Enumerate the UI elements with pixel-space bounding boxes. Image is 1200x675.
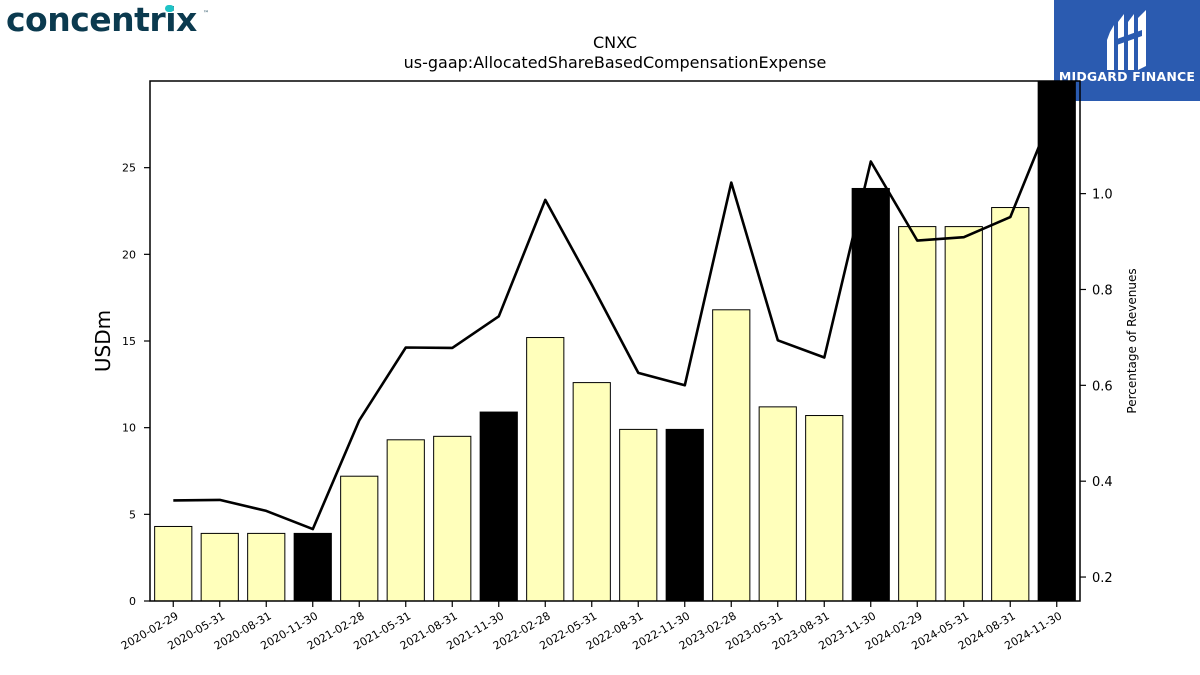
line-group [173, 102, 1059, 531]
bars-group [154, 80, 1076, 602]
midgard-logo-icon [1107, 10, 1146, 70]
y-tick-label-0: 0 [129, 595, 136, 608]
y2-tick-label-0.4: 0.4 [1092, 475, 1113, 490]
revenue-percentage-line [173, 102, 1059, 531]
y2-axis-label: Percentage of Revenues [1125, 268, 1139, 413]
bar-2023-02-28 [712, 309, 751, 602]
bar-2021-11-30 [479, 411, 518, 602]
bar-2020-11-30 [293, 532, 332, 602]
y-tick-label-20: 20 [122, 248, 136, 261]
bar-2024-05-31 [944, 226, 983, 602]
bar-2022-02-28 [526, 337, 565, 602]
bar-2024-02-29 [898, 226, 937, 602]
bar-2021-08-31 [433, 435, 472, 602]
y2-tick-label-0.8: 0.8 [1092, 283, 1113, 298]
y-axis-label: USDm [91, 310, 115, 372]
y2-tick-label-0.6: 0.6 [1092, 379, 1113, 394]
y-tick-label-25: 25 [122, 162, 136, 175]
bar-2023-11-30 [851, 187, 890, 602]
bar-2021-05-31 [386, 439, 425, 602]
axes-group [144, 80, 1086, 607]
bar-2024-08-31 [991, 207, 1030, 602]
y-tick-label-15: 15 [122, 335, 136, 348]
bar-2023-05-31 [758, 406, 797, 602]
concentrix-logo-dot [165, 5, 174, 12]
bar-2021-02-28 [340, 475, 379, 602]
trademark-mark: ™ [203, 10, 209, 17]
bar-2020-05-31 [200, 532, 239, 602]
bar-2024-11-30 [1037, 80, 1076, 602]
bar-2022-08-31 [619, 428, 658, 602]
midgard-logo-text: MIDGARD FINANCE [1058, 69, 1196, 84]
plot-frame [149, 80, 1081, 602]
y2-tick-label-1.0: 1.0 [1092, 188, 1113, 203]
chart-title: CNXC [592, 33, 638, 52]
bar-2020-08-31 [247, 532, 286, 602]
bar-2020-02-29 [154, 525, 193, 602]
bar-2022-11-30 [665, 428, 704, 602]
midgard-finance-logo: MIDGARD FINANCE [1054, 0, 1200, 101]
bar-2023-08-31 [805, 415, 844, 602]
y-tick-label-5: 5 [129, 508, 136, 521]
chart-subtitle: us-gaap:AllocatedShareBasedCompensationE… [403, 53, 827, 72]
y-tick-label-10: 10 [122, 422, 136, 435]
y2-tick-label-0.2: 0.2 [1092, 571, 1113, 586]
bar-2022-05-31 [572, 382, 611, 602]
